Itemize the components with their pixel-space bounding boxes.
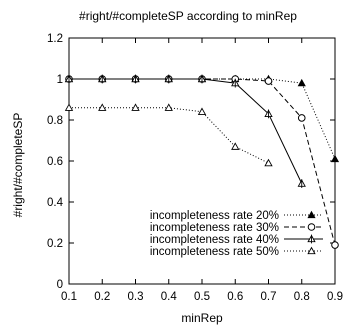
x-tick-label: 0.8 <box>294 291 310 303</box>
y-tick-label: 0.4 <box>47 197 64 209</box>
axis-ticks: 0.1 0.2 0.3 0.4 0.5 0.6 0.7 0.8 0.9 0 0.2 0.4 0.6 0.8… <box>47 33 343 303</box>
data-point-marker <box>297 179 306 188</box>
data-point-marker <box>98 74 107 84</box>
data-point-marker <box>330 154 340 163</box>
y-tick-label: 0 <box>57 279 63 291</box>
x-tick-label: 0.7 <box>261 291 277 303</box>
data-point-marker <box>197 74 207 84</box>
series-line <box>69 78 336 160</box>
data-point-marker <box>331 241 339 249</box>
series-3 <box>64 74 306 188</box>
data-point-marker <box>197 107 207 115</box>
data-point-marker <box>307 234 316 244</box>
data-point-marker <box>64 74 74 84</box>
data-point-marker <box>297 114 306 122</box>
data-point-marker <box>231 142 240 150</box>
data-point-marker <box>307 223 316 231</box>
series-layer <box>64 74 340 249</box>
x-axis-label: minRep <box>181 311 223 325</box>
series-line <box>69 78 303 184</box>
chart-title: #right/#completeSP according to minRep <box>79 9 297 23</box>
data-point-marker <box>297 78 306 87</box>
legend-entry-label: incompleteness rate 50% <box>150 246 279 258</box>
series-4 <box>64 103 273 167</box>
x-tick-label: 0.2 <box>94 291 110 303</box>
y-axis-label: #right/#completeSP <box>11 113 25 218</box>
data-point-marker <box>64 103 74 111</box>
y-tick-label: 1 <box>57 74 63 86</box>
y-tick-label: 0.6 <box>47 156 63 168</box>
data-point-marker <box>264 77 273 85</box>
series-1 <box>64 74 340 163</box>
legend: incompleteness rate 20%incompleteness ra… <box>150 210 323 258</box>
data-point-marker <box>98 103 107 111</box>
data-point-marker <box>131 74 140 84</box>
legend-entry-label: incompleteness rate 20% <box>150 210 279 222</box>
x-tick-label: 0.9 <box>327 291 343 303</box>
data-point-marker <box>131 103 140 111</box>
legend-entry-label: incompleteness rate 40% <box>150 234 279 246</box>
data-point-marker <box>264 158 273 167</box>
data-point-marker <box>264 109 273 119</box>
data-point-marker <box>307 210 316 219</box>
data-point-marker <box>164 74 173 84</box>
data-point-marker <box>231 78 240 88</box>
x-tick-label: 0.5 <box>194 291 210 303</box>
x-tick-label: 0.1 <box>61 291 77 303</box>
data-point-marker <box>307 246 316 255</box>
series-line <box>69 107 269 164</box>
data-point-marker <box>164 103 173 111</box>
legend-entry-label: incompleteness rate 30% <box>150 222 279 234</box>
x-tick-label: 0.6 <box>227 291 243 303</box>
x-tick-label: 0.4 <box>161 291 178 303</box>
x-tick-label: 0.3 <box>128 291 144 303</box>
y-tick-label: 1.2 <box>47 33 63 45</box>
y-tick-label: 0.2 <box>47 238 63 250</box>
y-tick-label: 0.8 <box>47 115 63 127</box>
